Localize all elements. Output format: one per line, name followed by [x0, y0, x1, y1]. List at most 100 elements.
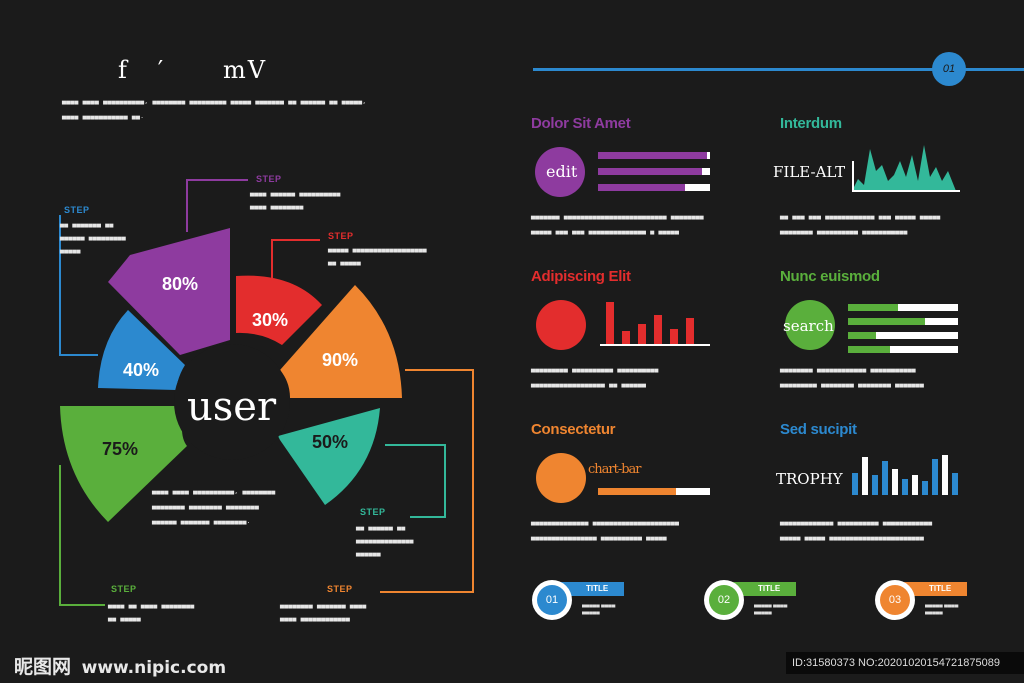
badge-sub-1: ▄▄▄▄▄ ▄▄▄▄	[582, 602, 616, 608]
bar	[952, 473, 958, 495]
segment-label-75: 75%	[102, 439, 138, 459]
step-text-blue-3: ▄▄▄▄▄	[60, 246, 81, 254]
panel-text-sed-2: ▄▄▄▄▄ ▄▄▄▄▄ ▄▄▄▄▄▄▄▄▄▄▄▄▄▄▄▄▄▄▄▄▄▄▄	[780, 533, 924, 541]
trophy-icon: TROPHY	[776, 470, 843, 488]
chart-bar-icon: chart-bar	[588, 462, 642, 477]
panel-text-dolor-1: ▄▄▄▄▄▄▄ ▄▄▄▄▄▄▄▄▄▄▄▄▄▄▄▄▄▄▄▄▄▄▄▄▄ ▄▄▄▄▄▄…	[531, 212, 704, 220]
step-text-green-1: ▄▄▄▄ ▄▄ ▄▄▄▄ ▄▄▄▄▄▄▄▄	[108, 601, 195, 609]
badge-number: 01	[537, 585, 567, 615]
step-text-blue-1: ▄▄ ▄▄▄▄▄▄▄ ▄▄	[60, 220, 114, 228]
connector-orange	[380, 369, 474, 593]
watermark-site: www.nipic.com	[81, 658, 227, 678]
segment-80	[108, 228, 230, 355]
bar	[892, 469, 898, 495]
center-hub	[174, 344, 290, 460]
step-label-teal: STEP	[360, 507, 386, 517]
progress-fill	[848, 332, 876, 339]
progress-fill	[848, 304, 898, 311]
badge-sub-1: ▄▄▄▄▄ ▄▄▄▄	[754, 602, 788, 608]
watermark-id: ID:31580373 NO:20201020154721875089	[792, 657, 1000, 669]
progress-nunc-1	[848, 304, 958, 311]
panel-text-dolor-2: ▄▄▄▄▄ ▄▄▄ ▄▄▄ ▄▄▄▄▄▄▄▄▄▄▄▄▄▄ ▄ ▄▄▄▄▄	[531, 227, 680, 235]
progress-dolor-3	[598, 184, 710, 191]
panel-heading-sed: Sed sucipit	[780, 421, 857, 438]
panel-heading-adipiscing: Adipiscing Elit	[531, 268, 631, 285]
badge-sub-2: ▄▄▄▄▄	[754, 609, 772, 615]
bar	[872, 475, 878, 495]
progress-nunc-3	[848, 332, 958, 339]
step-text-red-2: ▄▄ ▄▄▄▄▄	[328, 258, 361, 266]
panel-text-interdum-1: ▄▄ ▄▄▄ ▄▄▄ ▄▄▄▄▄▄▄▄▄▄▄▄ ▄▄▄ ▄▄▄▄▄ ▄▄▄▄▄	[780, 212, 941, 220]
body-text-1: ▄▄▄▄ ▄▄▄▄ ▄▄▄▄▄▄▄▄▄▄, ▄▄▄▄▄▄▄▄	[152, 487, 276, 495]
segment-75	[60, 406, 187, 522]
area-shape	[852, 145, 956, 191]
bar	[882, 461, 888, 495]
file-alt-icon: FILE-ALT	[773, 163, 846, 181]
bar-chart-adipiscing	[600, 300, 710, 346]
segment-label-30: 30%	[252, 310, 288, 330]
badge-number: 02	[709, 585, 739, 615]
panel-text-nunc-1: ▄▄▄▄▄▄▄▄ ▄▄▄▄▄▄▄▄▄▄▄▄ ▄▄▄▄▄▄▄▄▄▄▄	[780, 365, 916, 373]
bar	[654, 315, 662, 344]
body-text-2: ▄▄▄▄▄▄▄▄ ▄▄▄▄▄▄▄▄ ▄▄▄▄▄▄▄▄	[152, 502, 259, 510]
bar	[932, 459, 938, 495]
step-text-teal-1: ▄▄ ▄▄▄▄▄▄ ▄▄	[356, 523, 406, 531]
progress-fill	[598, 184, 686, 191]
panel-text-nunc-2: ▄▄▄▄▄▄▄▄▄ ▄▄▄▄▄▄▄▄ ▄▄▄▄▄▄▄▄ ▄▄▄▄▄▄▄	[780, 380, 924, 388]
badge-sub-2: ▄▄▄▄▄	[582, 609, 600, 615]
step-text-blue-2: ▄▄▄▄▄▄ ▄▄▄▄▄▄▄▄▄	[60, 233, 126, 241]
panel-heading-consectetur: Consectetur	[531, 421, 616, 438]
area-chart-interdum	[852, 145, 960, 192]
progress-fill	[598, 488, 677, 495]
connector-red	[271, 239, 320, 280]
progress-dolor-1	[598, 152, 710, 159]
segment-40	[98, 310, 185, 390]
center-label: user	[187, 384, 277, 430]
badge-number: 03	[880, 585, 910, 615]
badge-title: TITLE	[586, 584, 609, 593]
badge-tab: TITLE	[554, 582, 624, 596]
segment-30	[236, 275, 322, 345]
step-label-purple: STEP	[256, 174, 282, 184]
step-label-orange: STEP	[327, 584, 353, 594]
body-text-3: ▄▄▄▄▄▄ ▄▄▄▄▄▄▄ ▄▄▄▄▄▄▄▄.	[152, 517, 251, 525]
progress-fill	[848, 318, 925, 325]
connector-blue	[59, 215, 98, 356]
badge-sub-1: ▄▄▄▄▄ ▄▄▄▄	[925, 602, 959, 608]
connector-teal	[385, 444, 446, 518]
badge-03: TITLE 03 ▄▄▄▄▄ ▄▄▄▄ ▄▄▄▄▄	[875, 578, 967, 626]
progress-fill	[598, 168, 703, 175]
badge-02: TITLE 02 ▄▄▄▄▄ ▄▄▄▄ ▄▄▄▄▄	[704, 578, 796, 626]
panel-heading-dolor: Dolor Sit Amet	[531, 115, 631, 132]
progress-fill	[848, 346, 890, 353]
panel-text-consectetur-1: ▄▄▄▄▄▄▄▄▄▄▄▄▄▄ ▄▄▄▄▄▄▄▄▄▄▄▄▄▄▄▄▄▄▄▄▄	[531, 518, 680, 526]
progress-nunc-4	[848, 346, 958, 353]
step-text-purple-2: ▄▄▄▄ ▄▄▄▄▄▄▄▄	[250, 202, 304, 210]
left-title: f ′ mV	[118, 56, 268, 84]
bar	[852, 473, 858, 495]
progress-consectetur	[598, 488, 710, 495]
header-rule	[533, 68, 1024, 71]
panel-text-interdum-2: ▄▄▄▄▄▄▄▄ ▄▄▄▄▄▄▄▄▄▄ ▄▄▄▄▄▄▄▄▄▄▄	[780, 227, 908, 235]
bar	[622, 330, 630, 344]
page-number: 01	[942, 63, 956, 75]
bar	[670, 328, 678, 344]
badge-title: TITLE	[758, 584, 781, 593]
segment-labels: 80% 30% 90% 50% 40% 75%	[102, 274, 358, 459]
connector-green	[59, 465, 105, 606]
segment-label-50: 50%	[312, 432, 348, 452]
step-text-teal-3: ▄▄▄▄▄▄	[356, 549, 381, 557]
step-label-red: STEP	[328, 231, 354, 241]
segment-label-90: 90%	[322, 350, 358, 370]
segment-90	[280, 285, 402, 398]
step-text-teal-2: ▄▄▄▄▄▄▄▄▄▄▄▄▄▄	[356, 536, 414, 544]
bar	[922, 481, 928, 495]
badge-01: TITLE 01 ▄▄▄▄▄ ▄▄▄▄ ▄▄▄▄▄	[532, 578, 624, 626]
bar	[912, 475, 918, 495]
badge-tab: TITLE	[897, 582, 967, 596]
intro-line-2: ▄▄▄▄ ▄▄▄▄▄▄▄▄▄▄▄ ▄▄.	[62, 112, 145, 120]
search-circle	[785, 300, 835, 350]
panel-text-sed-1: ▄▄▄▄▄▄▄▄▄▄▄▄▄ ▄▄▄▄▄▄▄▄▄▄ ▄▄▄▄▄▄▄▄▄▄▄▄	[780, 518, 933, 526]
segment-label-80: 80%	[162, 274, 198, 294]
